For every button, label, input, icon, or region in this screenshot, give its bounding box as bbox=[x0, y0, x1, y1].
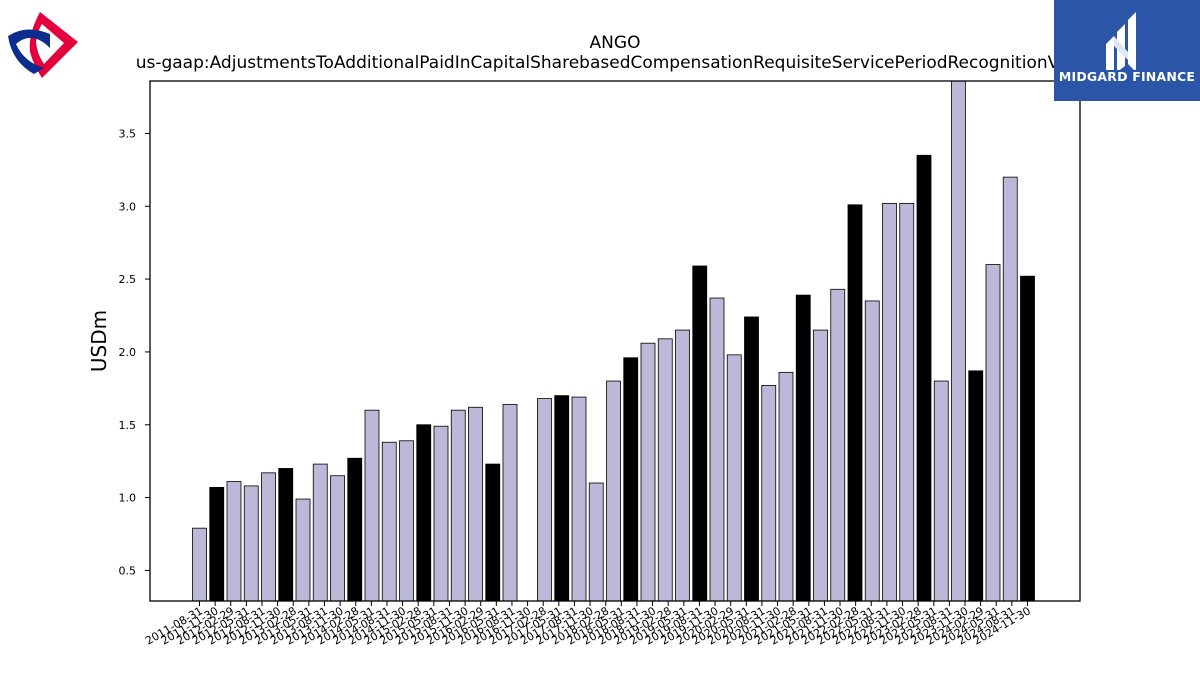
bar bbox=[1002, 176, 1018, 602]
bar bbox=[657, 338, 673, 602]
bar bbox=[1020, 275, 1035, 602]
bar bbox=[709, 297, 725, 602]
bar bbox=[209, 486, 225, 602]
bar bbox=[554, 395, 570, 602]
bar bbox=[830, 288, 846, 602]
bar bbox=[744, 316, 759, 602]
y-tick-label: 1.0 bbox=[119, 492, 137, 505]
bar bbox=[330, 475, 345, 602]
bar bbox=[761, 385, 777, 602]
bar bbox=[985, 264, 1001, 602]
bar bbox=[623, 357, 639, 602]
bar bbox=[450, 409, 466, 602]
brand-logo-icon bbox=[1106, 12, 1136, 72]
bar bbox=[416, 424, 432, 602]
logo-mark-icon bbox=[8, 12, 78, 78]
y-tick-label: 2.5 bbox=[119, 273, 137, 286]
bar bbox=[899, 202, 915, 602]
y-tick-label: 3.0 bbox=[119, 200, 137, 213]
bar bbox=[381, 441, 397, 602]
bar bbox=[951, 80, 966, 602]
bar bbox=[468, 406, 483, 602]
bar bbox=[364, 409, 380, 602]
bar bbox=[571, 396, 587, 602]
bars-group bbox=[192, 80, 1035, 602]
y-tick-label: 3.5 bbox=[119, 127, 137, 140]
bar bbox=[278, 468, 294, 602]
bar bbox=[968, 370, 984, 602]
bar bbox=[295, 498, 311, 602]
bar bbox=[692, 265, 708, 602]
plot-frame bbox=[149, 80, 1081, 602]
bar bbox=[399, 440, 414, 602]
bar bbox=[347, 457, 363, 602]
chart-title: ANGO bbox=[589, 33, 641, 53]
y-tick-label: 1.5 bbox=[119, 419, 137, 432]
bar bbox=[433, 425, 449, 602]
x-axis: 2011-08-312011-11-302012-02-292012-05-31… bbox=[143, 601, 1033, 648]
bar bbox=[864, 300, 880, 602]
y-tick-label: 2.0 bbox=[119, 346, 137, 359]
bar bbox=[192, 527, 207, 602]
bar bbox=[882, 202, 897, 602]
company-logo bbox=[4, 8, 84, 87]
chart-subtitle: us-gaap:AdjustmentsToAdditionalPaidInCap… bbox=[135, 53, 1095, 73]
y-axis-label: USDm bbox=[87, 310, 111, 372]
bar bbox=[675, 329, 690, 602]
bar bbox=[795, 294, 811, 602]
bar bbox=[916, 154, 932, 602]
bar bbox=[537, 398, 552, 602]
bar bbox=[226, 481, 242, 602]
bar bbox=[261, 472, 276, 602]
brand-badge: MIDGARD FINANCE bbox=[1054, 0, 1200, 101]
bar bbox=[933, 380, 949, 602]
y-axis: 0.5 1.0 1.5 2.0 2.5 3.0 3.5 bbox=[119, 127, 150, 577]
bar bbox=[640, 342, 656, 602]
bar bbox=[312, 463, 328, 602]
bar bbox=[606, 380, 621, 602]
bar bbox=[588, 482, 604, 602]
bar bbox=[778, 371, 794, 602]
brand-name: MIDGARD FINANCE bbox=[1058, 69, 1196, 84]
bar bbox=[847, 204, 863, 602]
y-tick-label: 0.5 bbox=[119, 564, 137, 577]
bar bbox=[243, 485, 259, 602]
bar bbox=[485, 463, 501, 602]
bar bbox=[813, 329, 828, 602]
bar bbox=[502, 403, 518, 602]
bar bbox=[726, 354, 742, 602]
